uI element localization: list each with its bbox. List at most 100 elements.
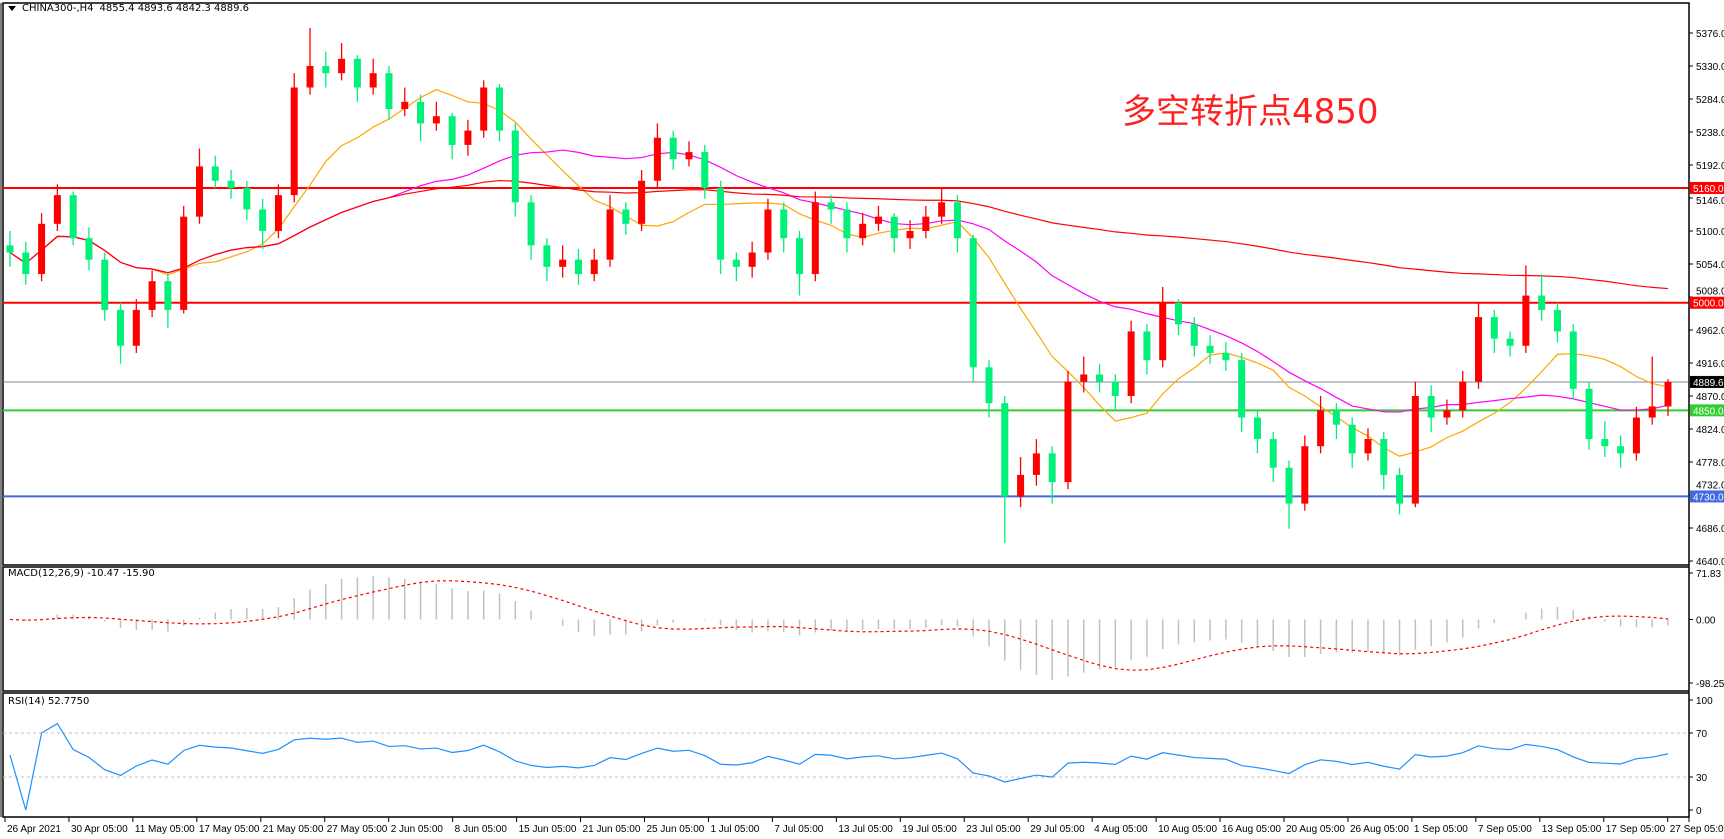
rsi-tick-label: 30 [1696,773,1708,784]
candle [511,123,519,217]
candle-body [274,195,282,231]
candle [53,184,61,231]
candle-body [1396,474,1404,504]
candle [953,195,961,253]
candle [369,58,377,95]
dropdown-triangle-icon[interactable] [8,6,16,11]
candle-body [53,195,61,224]
candle-body [1364,439,1372,454]
rsi-tick-label: 100 [1696,696,1713,707]
candle [1522,265,1530,353]
candle-body [1411,396,1419,504]
candle [717,180,725,275]
candle-body [69,195,77,239]
candle-body [748,252,756,267]
candle-body [1301,446,1309,504]
candle [180,205,188,314]
candle-body [1190,324,1198,346]
time-tick-label: 13 Sep 05:00 [1542,824,1602,835]
price-tick-label: 5054.0 [1696,260,1724,271]
time-tick-label: 23 Jul 05:00 [966,824,1021,835]
price-tick-label: 5192.0 [1696,161,1724,172]
candle [1222,342,1230,371]
candle-body [590,259,598,275]
candle-body [480,87,488,131]
price-tick-label: 5284.0 [1696,95,1724,106]
candle-body [243,187,251,210]
moving-averages [9,89,1669,457]
macd-pane-frame [2,566,1690,692]
candle-body [22,252,30,275]
candle-body [969,238,977,368]
candle [906,220,914,249]
candle-body [953,202,961,239]
candle [811,191,819,282]
candle [1443,399,1451,425]
time-tick-label: 29 Jul 05:00 [1030,824,1085,835]
annotation-text: 多空转折点4850 [1122,92,1379,132]
candle-body [1127,331,1135,396]
rsi-tick-label: 0 [1696,806,1702,817]
moving-average-line [9,149,1669,413]
candle [1032,439,1040,486]
time-tick-label: 26 Apr 2021 [7,824,61,835]
candle [827,195,835,224]
candle-body [1143,331,1151,361]
candle-body [1285,467,1293,504]
rsi-tick-label: 70 [1696,729,1708,740]
level-label-bg [1690,296,1724,309]
price-tick-label: 5100.0 [1696,227,1724,238]
candle-body [1159,302,1167,361]
candle-body [164,281,172,310]
candle [638,170,646,231]
candle-body [1017,474,1025,497]
candle-body [685,152,693,160]
price-tick-label: 4732.0 [1696,480,1724,491]
time-tick-label: 10 Aug 05:00 [1158,824,1217,835]
candle [1364,428,1372,461]
candle-body [1617,446,1625,454]
candle [938,187,946,224]
candle [1411,381,1419,508]
time-tick-label: 21 May 05:00 [263,824,324,835]
candle [622,202,630,235]
candle-body [1001,403,1009,497]
time-tick-label: 2 Jun 05:00 [391,824,444,835]
axes: 5376.0 5330.0 5284.0 5238.0 5192.0 5146.0 5100… [4,3,1724,835]
candle-body [764,209,772,253]
candle [101,252,109,321]
candle-body [85,238,93,260]
candle [527,195,535,260]
candle-body [195,166,203,217]
time-tick-label: 17 Sep 05:00 [1606,824,1666,835]
candle [464,119,472,156]
rsi-label: RSI(14) 52.7750 [8,696,90,707]
moving-average-line [9,89,1669,457]
candle-body [1174,302,1182,325]
macd-tick-label: 0.00 [1696,615,1716,626]
time-tick-label: 13 Jul 05:00 [838,824,893,835]
candle [1617,435,1625,468]
candle-body [1253,417,1261,440]
candle-body [1490,317,1498,339]
candle-body [1096,374,1104,382]
candle [559,245,567,278]
candle [69,191,77,246]
time-tick-label: 17 May 05:00 [199,824,260,835]
candle [1553,302,1561,343]
candle [164,274,172,328]
candle-body [669,137,677,160]
candle [1253,410,1261,454]
price-tick-label: 5146.0 [1696,196,1724,207]
candle [590,248,598,282]
candle-body [1269,439,1277,468]
candle-body [338,58,346,74]
candle [148,270,156,318]
candle [259,198,267,249]
candle-body [369,73,377,88]
candle-body [101,259,109,310]
candle-body [432,116,440,124]
candle-body [1427,396,1435,418]
candle-body [180,216,188,310]
